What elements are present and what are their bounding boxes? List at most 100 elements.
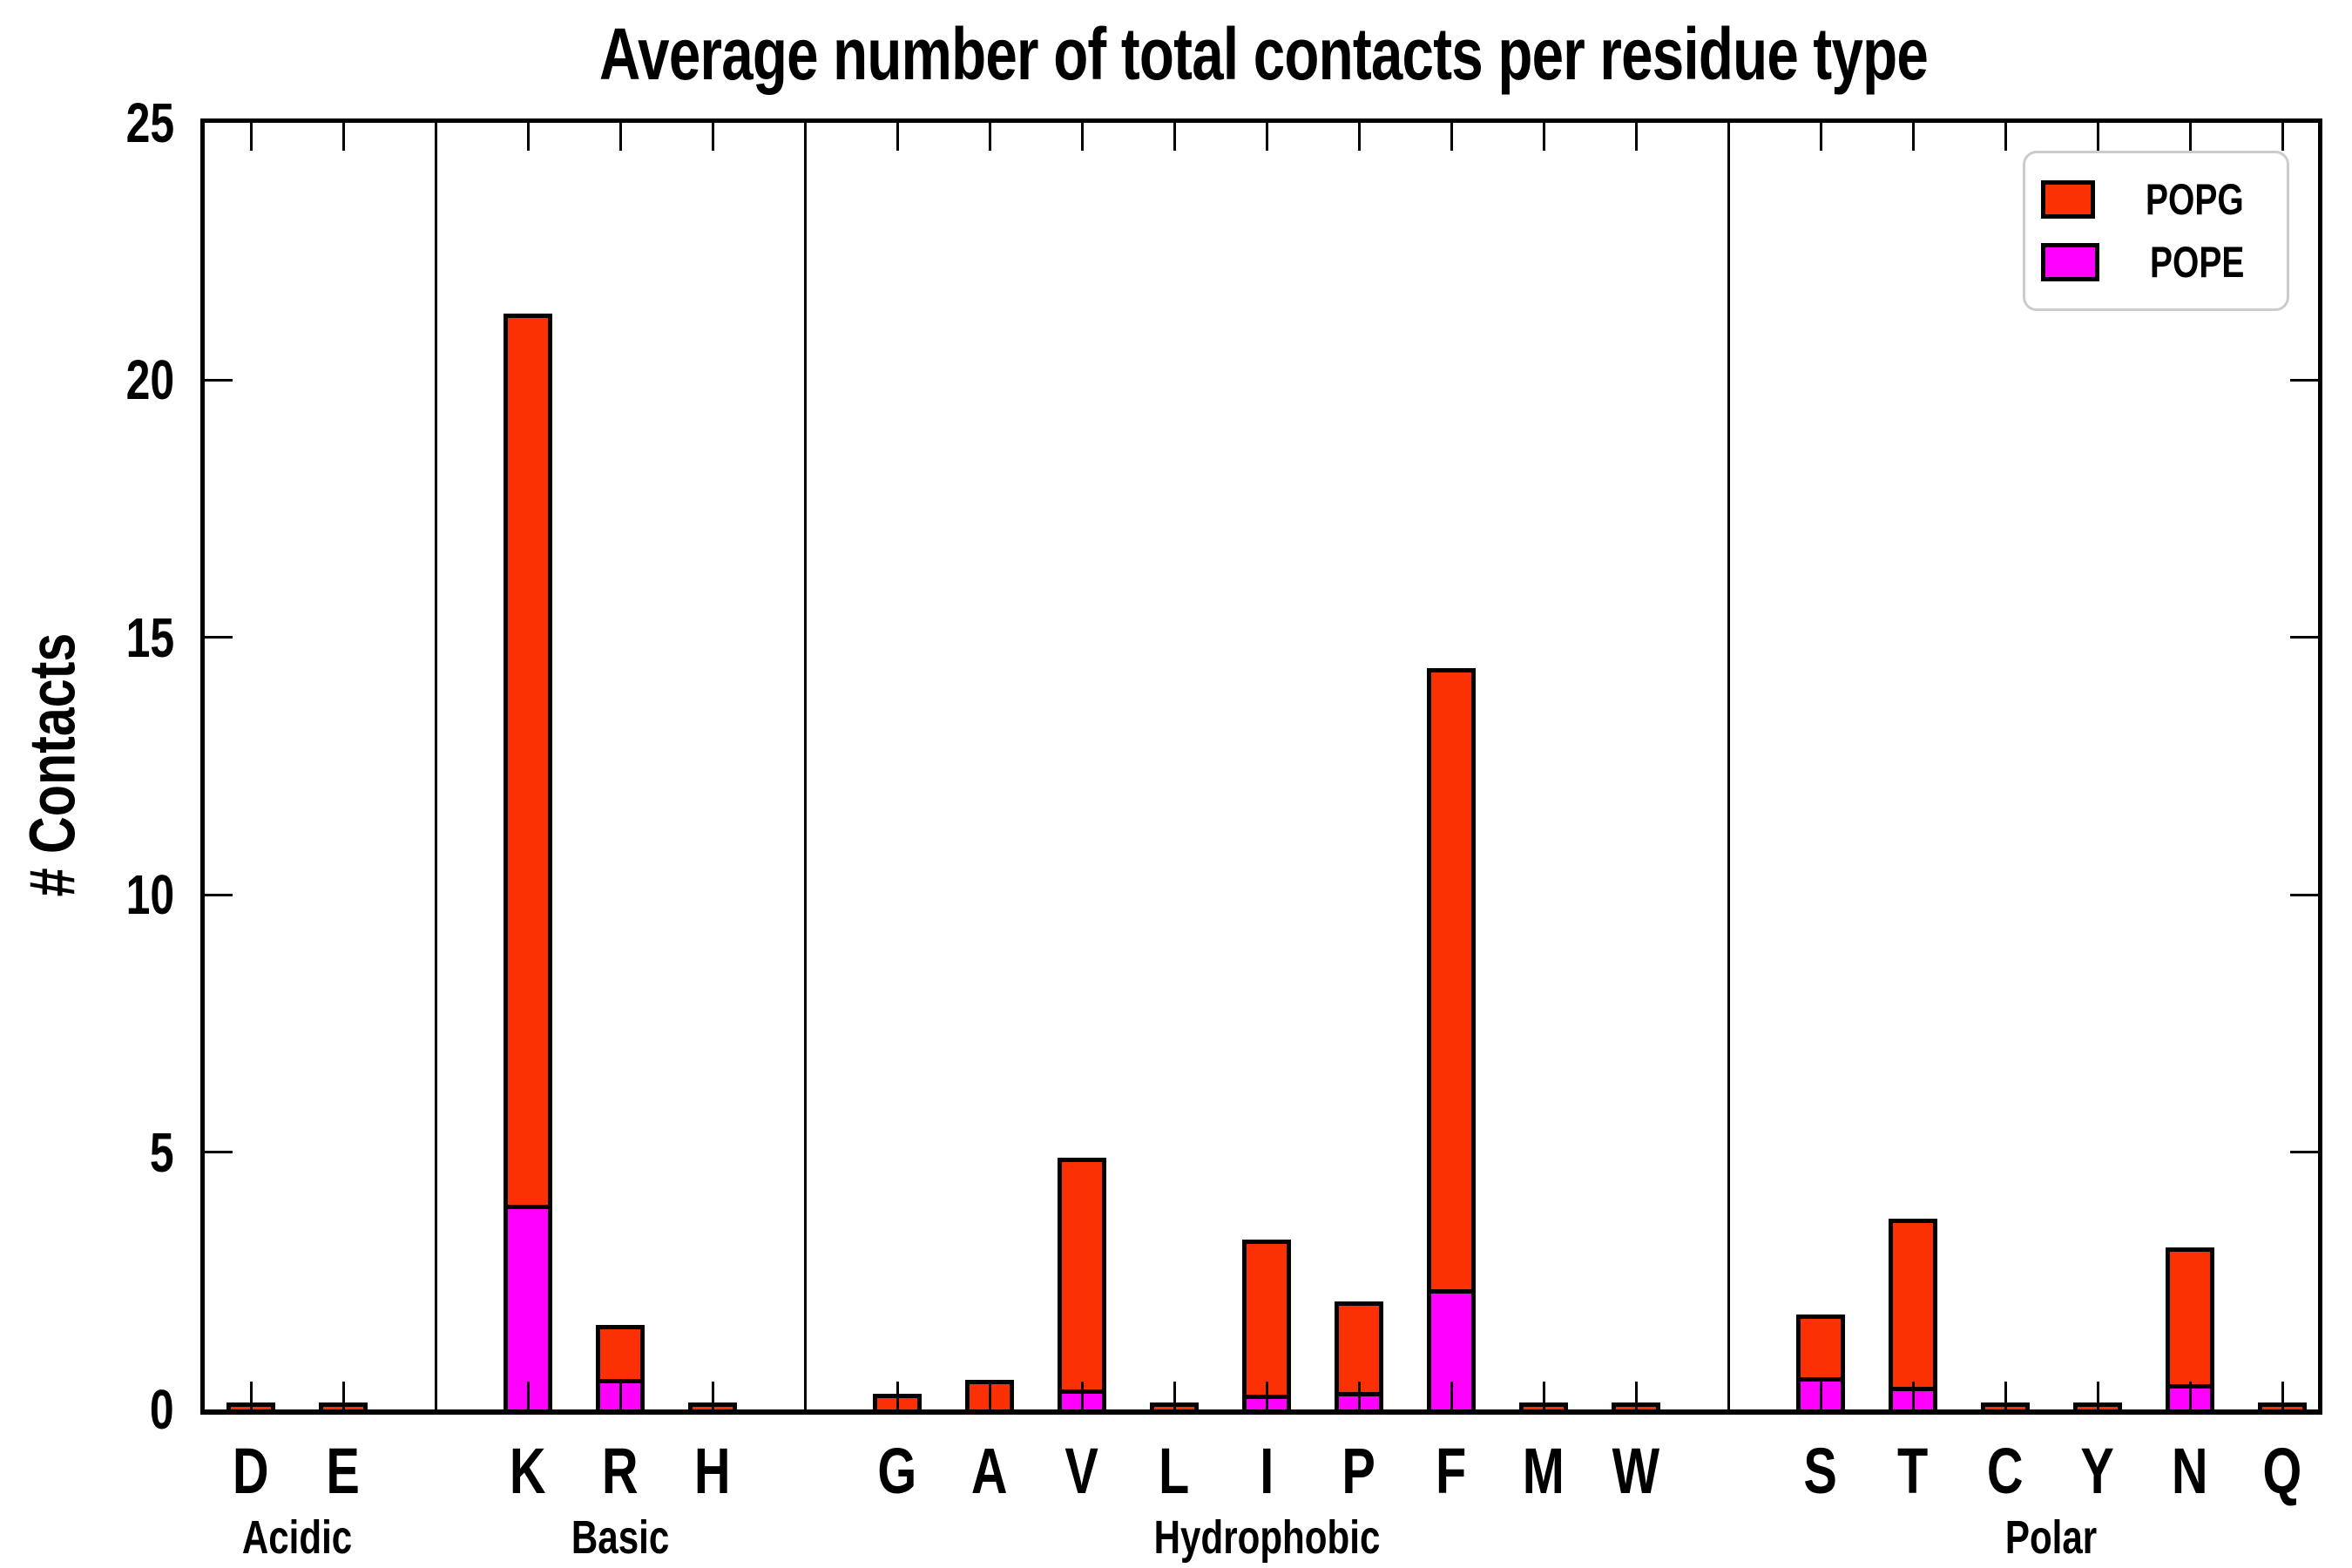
y-tick-label-10: 10 — [125, 863, 174, 927]
bar-S-popg — [1796, 1314, 1845, 1382]
bar-V-popg — [1058, 1157, 1106, 1395]
x-category-label-C: C — [1987, 1435, 2024, 1507]
legend-label-popg: POPG — [2145, 175, 2244, 224]
y-tick-label-20: 20 — [125, 348, 174, 412]
x-tick-bottom-L — [1173, 1382, 1176, 1409]
x-tick-top-Q — [2281, 123, 2284, 151]
x-category-label-Y: Y — [2080, 1435, 2115, 1507]
y-tick-label-15: 15 — [125, 605, 174, 669]
x-tick-top-S — [1819, 123, 1822, 151]
x-category-label-I: I — [1259, 1435, 1274, 1507]
x-category-label-V: V — [1064, 1435, 1099, 1507]
y-axis-label: # Contacts — [16, 632, 89, 897]
x-tick-top-V — [1080, 123, 1084, 151]
x-category-label-T: T — [1897, 1435, 1929, 1507]
x-tick-bottom-T — [1911, 1382, 1915, 1409]
x-tick-top-W — [1634, 123, 1638, 151]
group-label-acidic: Acidic — [241, 1511, 353, 1564]
x-tick-bottom-V — [1080, 1382, 1084, 1409]
x-tick-top-P — [1357, 123, 1361, 151]
x-tick-top-H — [711, 123, 714, 151]
y-tick-label-25: 25 — [125, 91, 174, 154]
bar-K-popg — [504, 313, 552, 1209]
bar-F-pope — [1427, 1294, 1476, 1409]
bar-N-popg — [2166, 1247, 2214, 1389]
x-tick-top-T — [1911, 123, 1915, 151]
legend: POPG POPE — [2023, 151, 2289, 311]
x-tick-top-F — [1450, 123, 1453, 151]
x-tick-top-E — [341, 123, 345, 151]
y-tick-right-15 — [2290, 636, 2318, 639]
x-category-label-L: L — [1159, 1435, 1190, 1507]
x-category-label-F: F — [1436, 1435, 1467, 1507]
x-category-label-D: D — [233, 1435, 269, 1507]
x-tick-bottom-Y — [2096, 1382, 2099, 1409]
x-tick-bottom-H — [711, 1382, 714, 1409]
x-tick-bottom-R — [618, 1382, 622, 1409]
x-tick-top-Y — [2096, 123, 2099, 151]
group-separator-line — [803, 123, 807, 1409]
x-tick-bottom-Q — [2281, 1382, 2284, 1409]
x-category-label-M: M — [1522, 1435, 1565, 1507]
x-tick-bottom-S — [1819, 1382, 1822, 1409]
x-category-label-G: G — [877, 1435, 917, 1507]
x-category-label-W: W — [1612, 1435, 1660, 1507]
x-tick-bottom-N — [2188, 1382, 2192, 1409]
x-tick-bottom-D — [249, 1382, 253, 1409]
x-category-label-A: A — [971, 1435, 1008, 1507]
x-tick-bottom-I — [1265, 1382, 1268, 1409]
legend-label-pope: POPE — [2150, 238, 2245, 287]
plot-area-frame — [200, 118, 2322, 1415]
y-tick-left-20 — [205, 378, 233, 382]
y-tick-left-15 — [205, 636, 233, 639]
x-tick-top-D — [249, 123, 253, 151]
group-label-hydrophobic: Hydrophobic — [1153, 1511, 1380, 1564]
x-tick-top-A — [988, 123, 991, 151]
y-tick-right-20 — [2290, 378, 2318, 382]
bar-R-popg — [596, 1324, 645, 1384]
x-tick-bottom-A — [988, 1382, 991, 1409]
y-tick-right-10 — [2290, 893, 2318, 896]
x-tick-bottom-E — [341, 1382, 345, 1409]
pope-color-swatch — [2041, 243, 2100, 281]
x-tick-bottom-C — [2004, 1382, 2007, 1409]
x-tick-top-M — [1542, 123, 1545, 151]
x-tick-top-G — [896, 123, 899, 151]
x-tick-bottom-F — [1450, 1382, 1453, 1409]
x-tick-bottom-G — [896, 1382, 899, 1409]
y-tick-right-5 — [2290, 1151, 2318, 1154]
bar-T-popg — [1889, 1219, 1937, 1392]
x-category-label-N: N — [2172, 1435, 2208, 1507]
x-category-label-P: P — [1342, 1435, 1376, 1507]
y-tick-label-5: 5 — [150, 1120, 174, 1184]
x-tick-top-K — [526, 123, 530, 151]
x-category-label-Q: Q — [2262, 1435, 2302, 1507]
x-category-label-S: S — [1803, 1435, 1838, 1507]
x-tick-top-R — [618, 123, 622, 151]
x-tick-top-I — [1265, 123, 1268, 151]
bar-F-popg — [1427, 668, 1476, 1294]
bar-I-popg — [1242, 1240, 1291, 1400]
group-label-polar: Polar — [2005, 1511, 2098, 1564]
bar-K-pope — [504, 1208, 552, 1409]
x-tick-top-L — [1173, 123, 1176, 151]
x-category-label-E: E — [326, 1435, 361, 1507]
group-separator-line — [434, 123, 437, 1409]
x-category-label-H: H — [694, 1435, 731, 1507]
group-separator-line — [1727, 123, 1730, 1409]
x-category-label-K: K — [510, 1435, 546, 1507]
x-tick-bottom-M — [1542, 1382, 1545, 1409]
x-tick-top-C — [2004, 123, 2007, 151]
y-tick-label-0: 0 — [150, 1378, 174, 1441]
y-tick-left-10 — [205, 893, 233, 896]
chart-title: Average number of total contacts per res… — [599, 13, 1930, 95]
x-tick-bottom-K — [526, 1382, 530, 1409]
popg-color-swatch — [2041, 180, 2095, 219]
x-tick-bottom-P — [1357, 1382, 1361, 1409]
x-tick-top-N — [2188, 123, 2192, 151]
group-label-basic: Basic — [571, 1511, 670, 1564]
x-tick-bottom-W — [1634, 1382, 1638, 1409]
legend-item-popg: POPG — [2041, 178, 2271, 221]
x-category-label-R: R — [602, 1435, 639, 1507]
